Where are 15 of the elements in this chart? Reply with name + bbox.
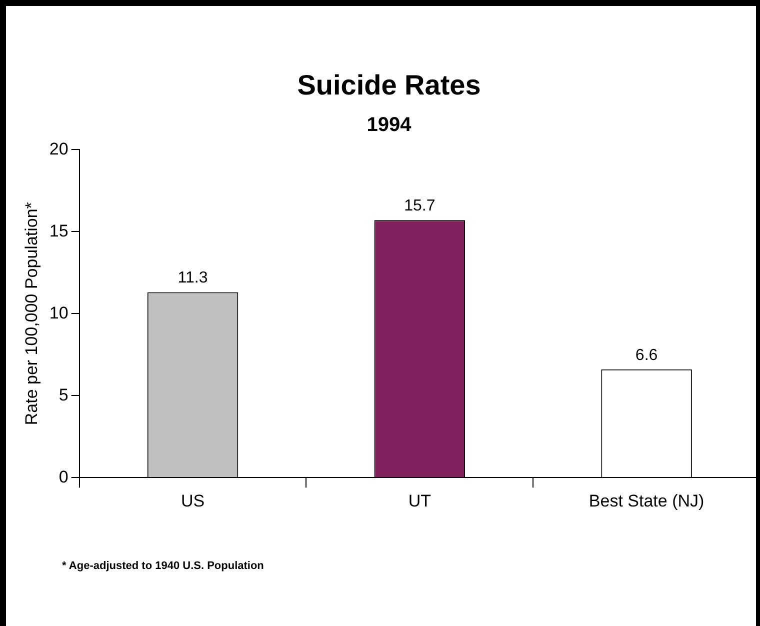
data-label: 15.7 — [404, 198, 436, 215]
x-tick-label: UT — [408, 491, 431, 510]
text: * Age-adjusted to 1940 U.S. Population — [62, 560, 264, 572]
y-tick-label: 15 — [49, 221, 68, 240]
y-tick-label: 5 — [58, 385, 68, 404]
y-tick-label: 0 — [58, 467, 68, 486]
y-axis-title: Rate per 100,000 Population* — [22, 202, 41, 426]
y-tick-label: 10 — [49, 303, 68, 322]
data-label: 11.3 — [178, 270, 208, 287]
x-tick-label: Best State (NJ) — [588, 491, 704, 510]
chart-subtitle: 1994 — [366, 114, 412, 136]
y-tick-label: 20 — [49, 139, 68, 158]
x-tick-label: US — [180, 491, 205, 510]
chart-title: Suicide Rates — [297, 70, 481, 101]
data-label: 6.6 — [635, 346, 658, 364]
